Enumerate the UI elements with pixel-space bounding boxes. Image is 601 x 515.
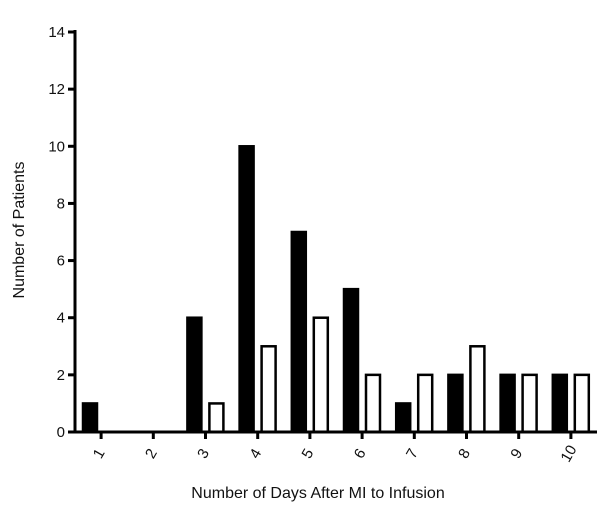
y-tick-label: 14 — [48, 24, 65, 41]
bar-series-1-day-7 — [394, 402, 412, 434]
bar-series-2-day-8 — [469, 345, 486, 434]
x-tick-label-day-3: 3 — [194, 446, 213, 462]
bar-series-1-day-1 — [81, 402, 99, 434]
bar-series-1-day-9 — [499, 373, 516, 434]
y-tick-label: 2 — [57, 367, 65, 384]
x-tick-label-day-7: 7 — [403, 446, 422, 462]
axes-layer — [73, 30, 597, 434]
y-tick-label: 0 — [57, 424, 65, 441]
x-tick-label-day-1: 1 — [90, 446, 109, 462]
x-axis-title: Number of Days After MI to Infusion — [191, 485, 444, 502]
bar-series-2-day-4 — [260, 345, 277, 434]
bar-series-1-day-3 — [186, 316, 203, 434]
bar-series-2-day-7 — [416, 373, 434, 434]
x-tick-label-day-6: 6 — [351, 446, 370, 462]
bar-series-1-day-5 — [290, 230, 308, 434]
y-tick-label: 10 — [48, 138, 65, 155]
y-tick-label: 12 — [48, 81, 65, 98]
y-tick-label: 6 — [57, 253, 65, 270]
bar-series-1-day-4 — [238, 145, 255, 434]
bar-series-2-day-6 — [364, 373, 382, 434]
bar-series-2-day-10 — [573, 373, 591, 434]
bar-series-2-day-9 — [521, 373, 538, 434]
y-tick-label: 4 — [57, 310, 65, 327]
bar-series-1-day-8 — [447, 373, 464, 434]
bar-series-2-day-5 — [312, 316, 330, 434]
bars-layer — [81, 145, 591, 434]
bar-series-1-day-6 — [342, 287, 360, 434]
y-tick-label: 8 — [57, 195, 65, 212]
bar-series-2-day-3 — [208, 402, 225, 434]
x-tick-label-day-9: 9 — [507, 446, 526, 462]
bar-series-1-day-10 — [551, 373, 569, 434]
y-axis-title: Number of Patients — [11, 162, 28, 299]
x-tick-label-day-5: 5 — [299, 446, 318, 462]
x-tick-label-day-10: 10 — [557, 442, 580, 465]
x-tick-label-day-2: 2 — [142, 446, 161, 462]
x-tick-label-day-4: 4 — [246, 446, 265, 462]
x-tick-label-day-8: 8 — [455, 446, 474, 462]
